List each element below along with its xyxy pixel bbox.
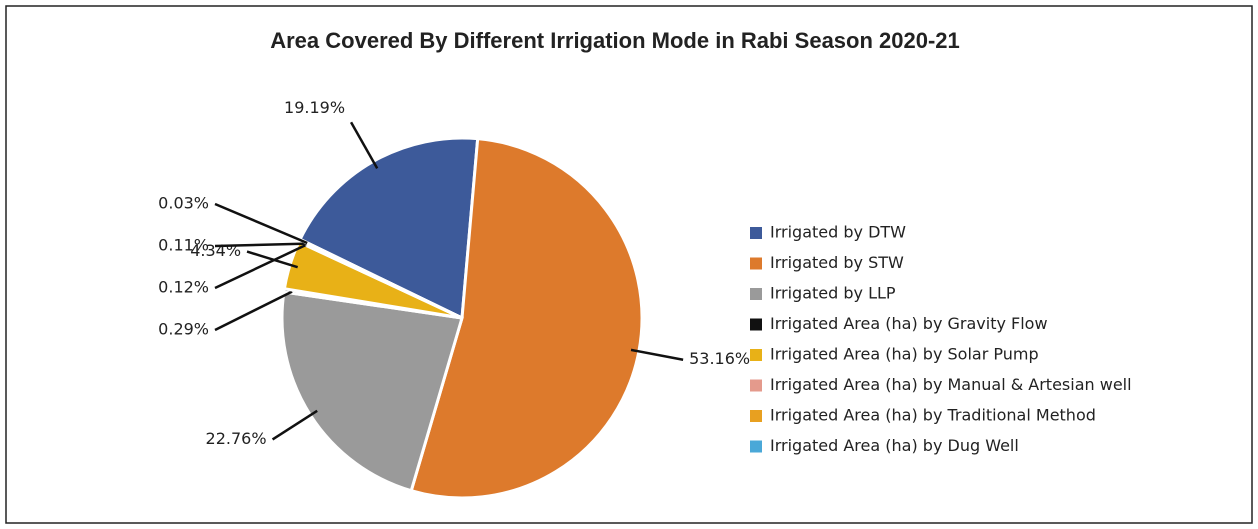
leader-line bbox=[214, 290, 293, 332]
legend-swatch bbox=[750, 227, 762, 239]
chart-title: Area Covered By Different Irrigation Mod… bbox=[270, 28, 960, 53]
data-label: 22.76% bbox=[206, 429, 267, 448]
data-label: 0.03% bbox=[158, 194, 209, 213]
legend-swatch bbox=[750, 288, 762, 300]
frame bbox=[5, 5, 1253, 524]
legend-label: Irrigated by LLP bbox=[770, 284, 896, 303]
legend-label: Irrigated Area (ha) by Dug Well bbox=[770, 436, 1019, 455]
legend-label: Irrigated Area (ha) by Manual & Artesian… bbox=[770, 375, 1132, 394]
legend-label: Irrigated by DTW bbox=[770, 223, 906, 242]
data-label: 53.16% bbox=[689, 349, 750, 368]
legend-label: Irrigated by STW bbox=[770, 253, 904, 272]
legend-swatch bbox=[750, 257, 762, 270]
data-label: 0.11% bbox=[158, 236, 209, 255]
legend-swatch bbox=[750, 349, 762, 361]
data-label: 0.29% bbox=[158, 320, 209, 339]
leader-line bbox=[214, 202, 308, 245]
legend-label: Irrigated Area (ha) by Solar Pump bbox=[770, 345, 1039, 364]
leader-line bbox=[214, 242, 307, 248]
leader-line bbox=[214, 243, 307, 290]
legend-label: Irrigated Area (ha) by Gravity Flow bbox=[770, 314, 1048, 333]
legend-swatch bbox=[750, 379, 762, 392]
data-label: 0.12% bbox=[158, 278, 209, 297]
legend-swatch bbox=[750, 440, 762, 453]
leader-line bbox=[349, 121, 379, 169]
leader-line bbox=[246, 250, 299, 269]
leader-line bbox=[271, 409, 318, 441]
legend-swatch bbox=[750, 410, 762, 422]
data-label: 19.19% bbox=[284, 98, 345, 117]
leader-line bbox=[630, 348, 684, 361]
legend-label: Irrigated Area (ha) by Traditional Metho… bbox=[770, 406, 1096, 425]
legend-swatch bbox=[750, 318, 762, 331]
